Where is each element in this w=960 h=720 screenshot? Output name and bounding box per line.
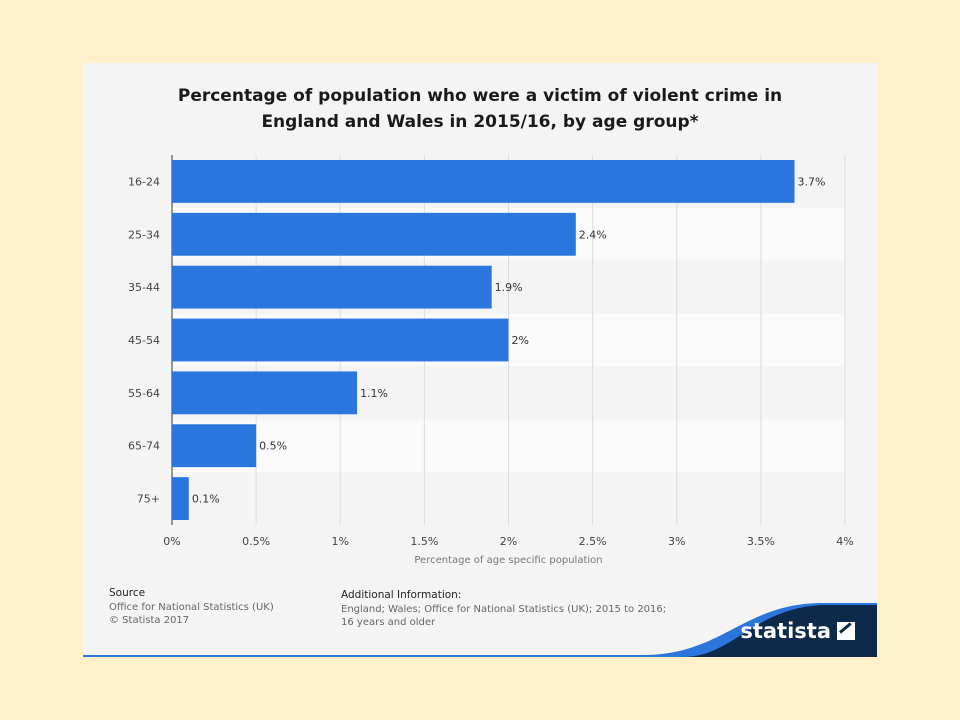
x-tick-label: 3.5% — [747, 535, 775, 548]
bar-chart: 3.7% 16-24 2.4% 25-34 1.9% 35-44 2% 45-54 1.1% 55… — [128, 155, 854, 566]
chart-title-line-1: Percentage of population who were a vict… — [177, 86, 783, 106]
category-label: 75+ — [137, 493, 160, 506]
x-tick-label: 2.5% — [579, 535, 607, 548]
x-tick-label: 0% — [163, 535, 180, 548]
data-label: 0.1% — [192, 493, 220, 506]
category-label: 65-74 — [128, 440, 160, 453]
bar-25-34 — [172, 212, 576, 256]
category-label: 25-34 — [128, 228, 160, 241]
x-tick-label: 3% — [668, 535, 685, 548]
category-label: 45-54 — [128, 334, 160, 347]
source-line-1: Office for National Statistics (UK) — [109, 602, 274, 613]
additional-info-line-1: England; Wales; Office for National Stat… — [341, 604, 667, 615]
data-label: 1.1% — [360, 387, 388, 400]
bar-65-74 — [172, 424, 257, 468]
data-label: 2.4% — [579, 228, 607, 241]
source-line-2: © Statista 2017 — [109, 615, 190, 626]
bar-35-44 — [172, 265, 492, 309]
statista-wordmark: statista — [740, 619, 831, 643]
data-label: 1.9% — [495, 281, 523, 294]
additional-info-line-2: 16 years and older — [341, 617, 436, 628]
data-label: 2% — [512, 334, 529, 347]
category-label: 55-64 — [128, 387, 160, 400]
bar-45-54 — [172, 318, 509, 362]
additional-info-heading: Additional Information: — [341, 589, 462, 601]
statista-flag-icon — [837, 622, 855, 640]
x-tick-label: 4% — [836, 535, 853, 548]
chart-title-line-2: England and Wales in 2015/16, by age gro… — [261, 112, 699, 132]
bar-16-24 — [172, 160, 795, 203]
data-label: 3.7% — [798, 175, 826, 188]
x-tick-label: 1% — [332, 535, 349, 548]
source-heading: Source — [109, 587, 146, 599]
chart-card: Percentage of population who were a vict… — [83, 63, 877, 657]
category-label: 16-24 — [128, 175, 160, 188]
bar-75+ — [172, 477, 189, 520]
footer-wave — [83, 603, 877, 657]
x-tick-label: 0.5% — [242, 535, 270, 548]
x-tick-label: 2% — [500, 535, 517, 548]
chart-title: Percentage of population who were a vict… — [83, 83, 877, 135]
bar-55-64 — [172, 371, 358, 415]
category-label: 35-44 — [128, 281, 160, 294]
statista-logo[interactable]: statista — [740, 619, 855, 643]
data-label: 0.5% — [259, 440, 287, 453]
x-axis-title: Percentage of age specific population — [414, 555, 602, 566]
x-tick-label: 1.5% — [410, 535, 438, 548]
